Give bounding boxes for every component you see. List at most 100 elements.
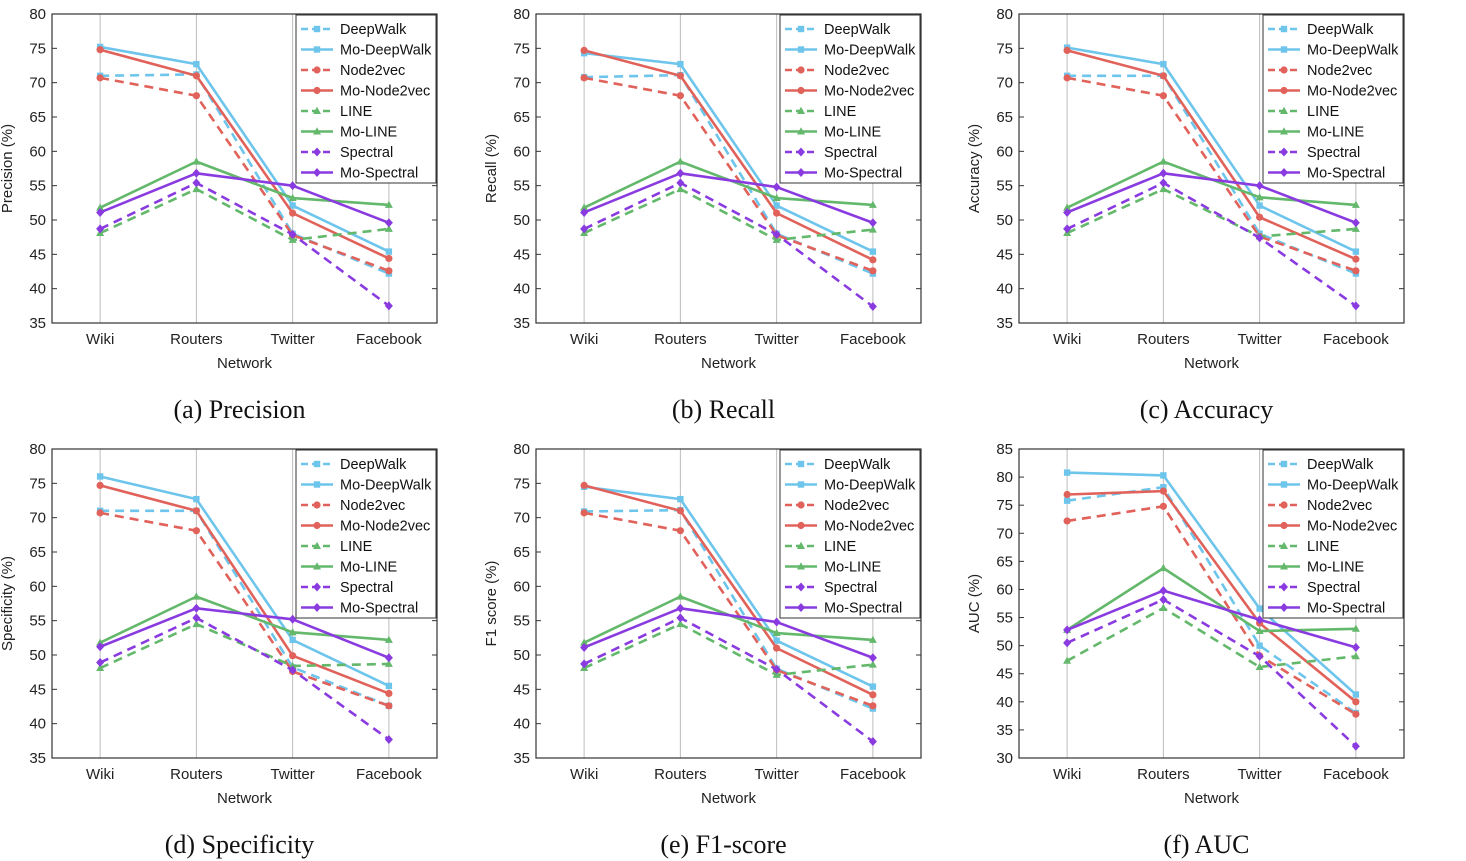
legend-marker-mo-node2vec [313,521,321,530]
data-point-mo-line [868,200,877,208]
data-point-node2vec [580,509,588,517]
data-point-node2vec [580,74,588,82]
legend-label-mo-node2vec: Mo-Node2vec [340,519,430,535]
legend-marker-mo-spectral [797,603,805,612]
data-point-mo-spectral [1063,625,1072,635]
legend-marker-deepwalk [1280,460,1288,468]
series-line-node2vec [99,76,390,273]
y-tick-label: 50 [513,647,530,664]
legend-marker-deepwalk [1280,25,1288,33]
legend-label-mo-line: Mo-LINE [824,560,882,576]
legend-label-mo-spectral: Mo-Spectral [824,601,902,617]
series-spectral [96,613,393,744]
series-line-spectral [99,616,390,741]
x-tick-label: Wiki [1053,766,1081,783]
data-point-mo-line [384,200,393,208]
data-point-mo-spectral [96,207,105,217]
data-point-mo-deepwalk [1063,469,1071,476]
legend-box [779,14,921,184]
data-point-mo-node2vec [580,481,588,489]
legend-marker-mo-node2vec [1280,521,1288,530]
data-point-spectral [676,613,685,623]
legend-box [295,449,437,619]
legend-marker-deepwalk [313,25,321,33]
data-point-mo-deepwalk [1256,605,1263,612]
y-tick-label: 75 [996,40,1013,57]
legend-label-node2vec: Node2vec [824,498,889,514]
data-point-spectral [384,734,393,744]
y-tick-label: 80 [513,6,530,23]
data-point-mo-node2vec [96,46,104,54]
y-tick-label: 40 [513,716,530,733]
data-point-mo-spectral [1351,642,1360,652]
legend-label-spectral: Spectral [824,145,877,161]
data-point-node2vec [385,267,393,275]
series-mo-node2vec [580,46,877,264]
series-spectral [580,178,877,312]
legend-label-node2vec: Node2vec [1307,498,1372,514]
legend-label-mo-line: Mo-LINE [824,125,882,141]
data-point-node2vec [192,527,200,535]
series-line-line [583,187,874,242]
data-point-mo-line [288,628,297,636]
y-tick-label: 60 [996,581,1013,598]
x-tick-label: Routers [654,331,707,348]
legend-marker-spectral [797,582,805,592]
data-point-line [1351,224,1360,232]
legend-label-node2vec: Node2vec [824,63,889,79]
legend-marker-node2vec [797,501,805,509]
series-line-mo-spectral [583,607,874,659]
data-point-mo-spectral [1255,181,1264,191]
y-tick-label: 75 [29,40,46,57]
y-tick-label: 35 [513,750,530,767]
x-tick-label: Twitter [1238,766,1282,783]
y-tick-label: 45 [29,246,46,263]
y-tick-label: 35 [29,315,46,332]
legend-marker-mo-spectral [313,168,321,177]
legend-marker-node2vec [1280,501,1288,509]
legend: DeepWalk Mo-DeepWalk Node2vec Mo-Node2vec LI… [295,14,437,184]
data-point-line [868,225,877,233]
data-point-mo-deepwalk [869,683,877,690]
legend-label-line: LINE [1307,104,1340,120]
series-line-mo-spectral [1066,172,1357,224]
data-point-mo-deepwalk [96,473,104,480]
plot-frame [535,448,922,759]
data-point-line [1351,652,1360,660]
data-point-mo-line [1255,193,1264,201]
data-point-spectral [1159,595,1168,605]
legend-marker-line [1280,106,1288,114]
legend-marker-line [797,541,805,549]
legend-label-mo-deepwalk: Mo-DeepWalk [824,478,916,494]
data-point-mo-node2vec [580,46,588,54]
y-tick-label: 35 [513,315,530,332]
legend-marker-mo-node2vec [313,86,321,95]
data-point-mo-line [192,592,201,600]
x-tick-label: Twitter [755,766,799,783]
y-tick-label: 40 [29,281,46,298]
legend-marker-spectral [1280,147,1288,157]
data-point-mo-deepwalk [385,248,393,255]
series-mo-spectral [96,168,393,228]
series-line-spectral [583,181,874,308]
data-point-spectral [288,665,297,675]
data-point-mo-deepwalk [289,202,296,209]
legend-label-mo-spectral: Mo-Spectral [340,166,418,182]
y-tick-label: 50 [513,212,530,229]
chart-panel-2: 35 40 45 50 55 60 65 70 75 80 Wiki Routers Twitter Fa… [483,6,922,424]
legend-label-mo-deepwalk: Mo-DeepWalk [340,478,432,494]
series-line-mo-deepwalk [583,485,874,688]
y-tick-label: 70 [29,75,46,92]
y-tick-label: 35 [29,750,46,767]
data-point-mo-line [96,203,105,211]
y-tick-label: 70 [513,75,530,92]
series-line-spectral [583,616,874,743]
chart-panel-6: 30 35 40 45 50 55 60 65 70 75 80 85 Wiki Routers Twitt… [966,441,1405,859]
y-tick-label: 30 [996,750,1013,767]
series-line-node2vec [583,76,874,273]
legend-box [779,449,921,619]
y-tick-label: 55 [513,613,530,630]
x-tick-label: Routers [170,766,223,783]
data-point-mo-node2vec [773,644,781,652]
legend-marker-mo-line [313,127,321,135]
